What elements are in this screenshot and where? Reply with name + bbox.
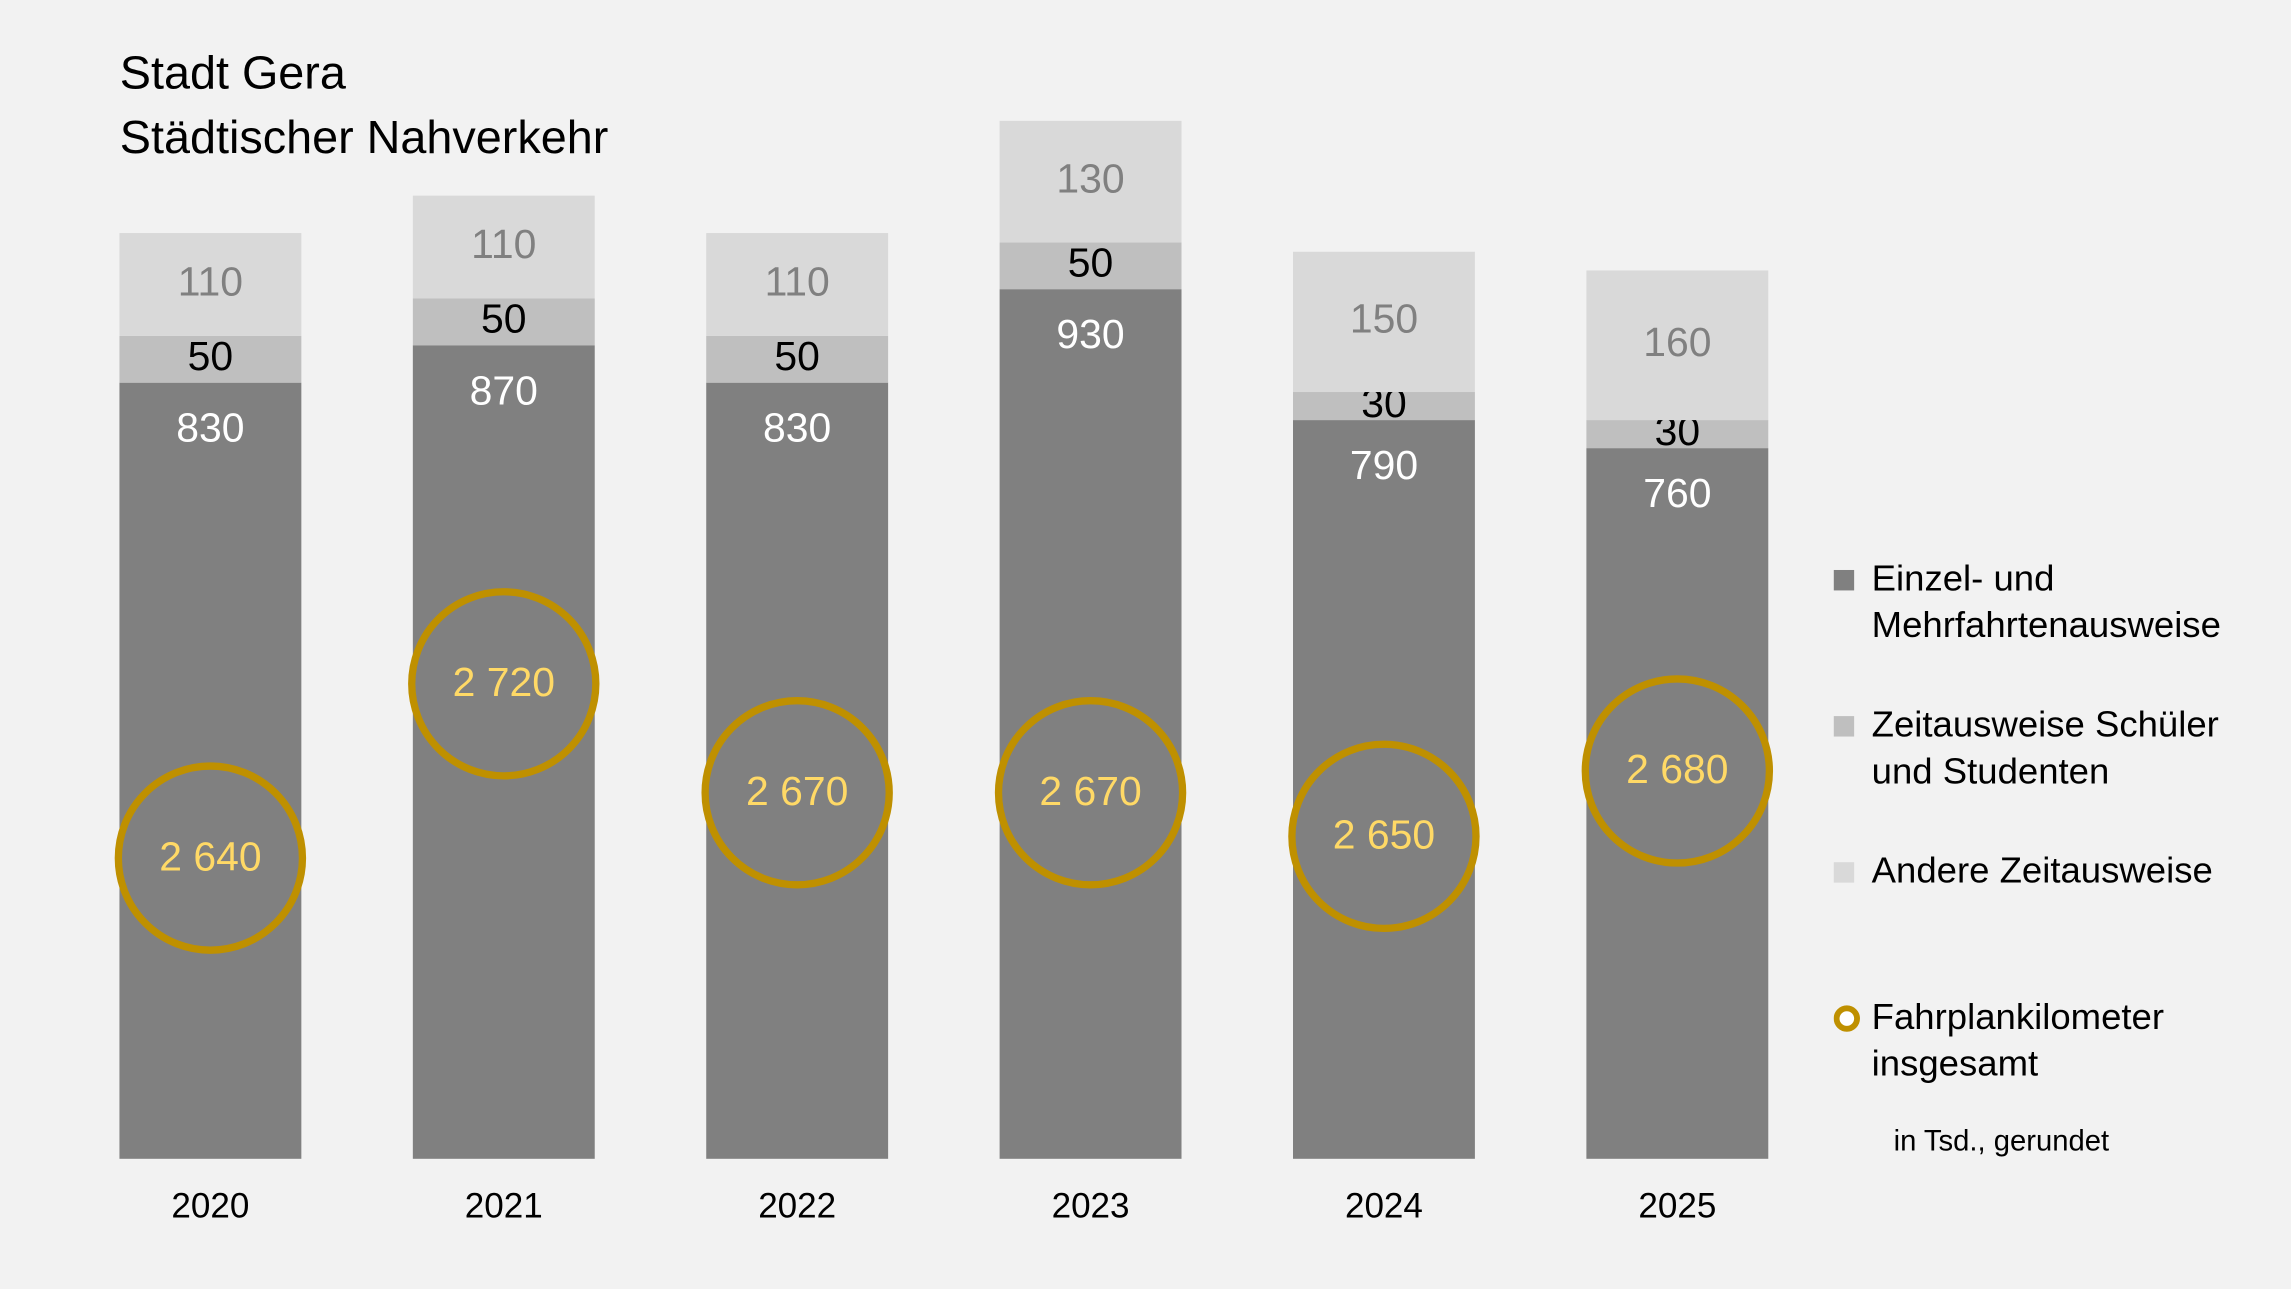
legend-label: Fahrplankilometer insgesamt: [1871, 996, 2165, 1085]
data-label: 110: [765, 258, 830, 304]
marker-label: 2 720: [453, 659, 555, 705]
legend: Einzel- und Mehrfahrtenausweise Zeitauswe…: [1833, 555, 2291, 1110]
x-tick-label: 2022: [758, 1187, 836, 1226]
marker-circle: [408, 588, 600, 780]
bar-segment: [412, 195, 595, 299]
marker-label: 2 670: [746, 768, 848, 814]
x-tick-label: 2021: [465, 1187, 543, 1226]
data-label: 930: [1056, 311, 1124, 357]
legend-box: Einzel- und Mehrfahrtenausweise Zeitauswe…: [1833, 555, 2291, 1110]
data-label: 760: [1643, 470, 1711, 516]
legend-marker: [1833, 1005, 1860, 1032]
note: in Tsd., gerundet: [1894, 1125, 2110, 1157]
chart-title: Stadt Gera: [120, 46, 346, 98]
bar-segment: [1293, 392, 1475, 421]
marker-circle: [1581, 675, 1774, 867]
data-label: 50: [1068, 240, 1114, 286]
bar-segment: [706, 233, 889, 336]
legend-label: Andere Zeitausweise: [1871, 850, 2213, 892]
marker-label: 2 670: [1039, 768, 1141, 814]
bar-segment: [1586, 270, 1769, 421]
bar-segment: [999, 120, 1182, 243]
data-label: 50: [481, 296, 527, 342]
data-label: 110: [471, 221, 536, 267]
x-tick-label: 2023: [1052, 1187, 1130, 1226]
chart-subtitle: Städtischer Nahverkehr: [120, 111, 609, 163]
legend-label: Einzel- und Mehrfahrtenausweise: [1871, 558, 2221, 646]
bar-segment: [1586, 420, 1769, 449]
x-tick-label: 2020: [171, 1187, 249, 1226]
bar-segment: [999, 242, 1182, 290]
data-label: 50: [774, 333, 820, 379]
data-label: 50: [188, 333, 234, 379]
data-label: 790: [1350, 442, 1418, 488]
bar-segment: [412, 298, 595, 346]
data-label: 830: [176, 405, 244, 451]
legend-marker: [1833, 569, 1855, 591]
marker-circle: [1288, 740, 1480, 933]
marker-circle: [701, 697, 893, 889]
data-label: 160: [1643, 319, 1711, 365]
x-tick-label: 2025: [1638, 1187, 1716, 1226]
bar-segment: [706, 382, 889, 1159]
bar-segment: [706, 335, 889, 383]
data-label: 150: [1350, 296, 1418, 342]
bar-segment: [1293, 251, 1475, 393]
marker-label: 2 680: [1626, 746, 1728, 792]
x-tick-label: 2024: [1345, 1187, 1423, 1226]
marker-label: 2 640: [159, 833, 261, 879]
bar-segment: [119, 233, 302, 336]
data-label: 830: [763, 405, 831, 451]
data-label: 110: [178, 258, 243, 304]
marker-circle: [114, 762, 307, 954]
data-label: 130: [1056, 155, 1124, 201]
data-label: 870: [470, 367, 538, 413]
bar-segment: [1586, 448, 1769, 1159]
marker-circle: [994, 697, 1187, 889]
legend-marker: [1833, 862, 1855, 883]
bar-segment: [1293, 420, 1475, 1159]
bar-segment: [119, 382, 302, 1159]
legend-label: Zeitausweise Schüler und Studenten: [1871, 704, 2219, 793]
marker-label: 2 650: [1333, 812, 1435, 858]
legend-marker: [1833, 716, 1855, 737]
bar-segment: [119, 335, 302, 383]
